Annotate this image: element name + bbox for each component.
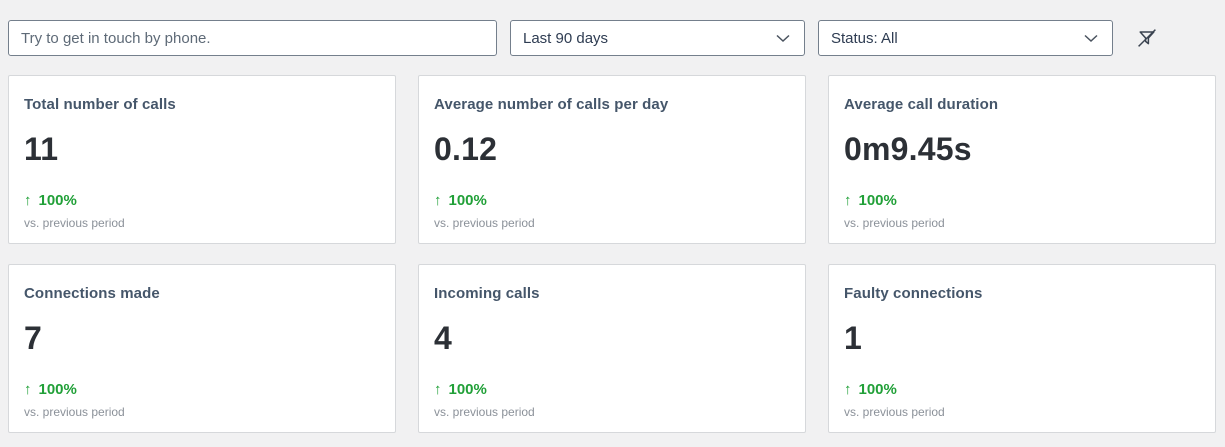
stat-card-connections-made: Connections made 7 ↑ 100% vs. previous p…	[8, 264, 396, 433]
stat-card-delta: ↑ 100%	[24, 193, 379, 208]
stat-card-delta: ↑ 100%	[844, 193, 1199, 208]
up-arrow-icon: ↑	[434, 381, 442, 398]
stat-card-total-calls: Total number of calls 11 ↑ 100% vs. prev…	[8, 75, 396, 244]
stat-card-caption: vs. previous period	[434, 216, 535, 230]
stat-card-caption: vs. previous period	[434, 405, 535, 419]
funnel-slash-icon	[1135, 26, 1159, 50]
stat-card-delta-value: 100%	[38, 381, 77, 398]
stat-card-delta-value: 100%	[448, 381, 487, 398]
stat-card-title: Faulty connections	[844, 285, 983, 302]
up-arrow-icon: ↑	[24, 381, 32, 398]
stat-card-caption: vs. previous period	[24, 216, 125, 230]
up-arrow-icon: ↑	[844, 381, 852, 398]
search-input[interactable]	[8, 20, 497, 56]
stat-card-title: Total number of calls	[24, 96, 176, 113]
stat-card-caption: vs. previous period	[24, 405, 125, 419]
stat-card-delta: ↑ 100%	[24, 382, 379, 397]
date-range-select-value: Last 90 days	[523, 29, 609, 47]
stat-card-value: 4	[434, 320, 452, 356]
stat-card-value: 11	[24, 131, 59, 167]
chevron-down-icon	[1084, 34, 1098, 43]
stat-card-delta: ↑ 100%	[434, 382, 789, 397]
stat-card-avg-call-duration: Average call duration 0m9.45s ↑ 100% vs.…	[828, 75, 1216, 244]
filters-toolbar: Last 90 days Status: All	[0, 0, 1225, 56]
stat-card-faulty-connections: Faulty connections 1 ↑ 100% vs. previous…	[828, 264, 1216, 433]
status-select-value: Status: All	[831, 29, 898, 47]
up-arrow-icon: ↑	[844, 192, 852, 209]
stat-card-title: Average call duration	[844, 96, 999, 113]
up-arrow-icon: ↑	[434, 192, 442, 209]
stat-card-value: 7	[24, 320, 42, 356]
stat-card-avg-calls-per-day: Average number of calls per day 0.12 ↑ 1…	[418, 75, 806, 244]
stat-card-value: 1	[844, 320, 862, 356]
stat-card-caption: vs. previous period	[844, 405, 945, 419]
chevron-down-icon	[776, 34, 790, 43]
stats-grid: Total number of calls 11 ↑ 100% vs. prev…	[0, 56, 1225, 433]
stat-card-title: Connections made	[24, 285, 160, 302]
stat-card-incoming-calls: Incoming calls 4 ↑ 100% vs. previous per…	[418, 264, 806, 433]
clear-filters-button[interactable]	[1132, 23, 1162, 53]
stat-card-delta-value: 100%	[858, 192, 897, 209]
stat-card-delta-value: 100%	[448, 192, 487, 209]
stat-card-delta: ↑ 100%	[844, 382, 1199, 397]
stat-card-title: Incoming calls	[434, 285, 540, 302]
stat-card-delta: ↑ 100%	[434, 193, 789, 208]
stat-card-value: 0m9.45s	[844, 131, 972, 167]
stat-card-delta-value: 100%	[38, 192, 77, 209]
stat-card-delta-value: 100%	[858, 381, 897, 398]
status-select[interactable]: Status: All	[818, 20, 1113, 56]
up-arrow-icon: ↑	[24, 192, 32, 209]
date-range-select[interactable]: Last 90 days	[510, 20, 805, 56]
stat-card-value: 0.12	[434, 131, 498, 167]
stat-card-caption: vs. previous period	[844, 216, 945, 230]
stat-card-title: Average number of calls per day	[434, 96, 669, 113]
